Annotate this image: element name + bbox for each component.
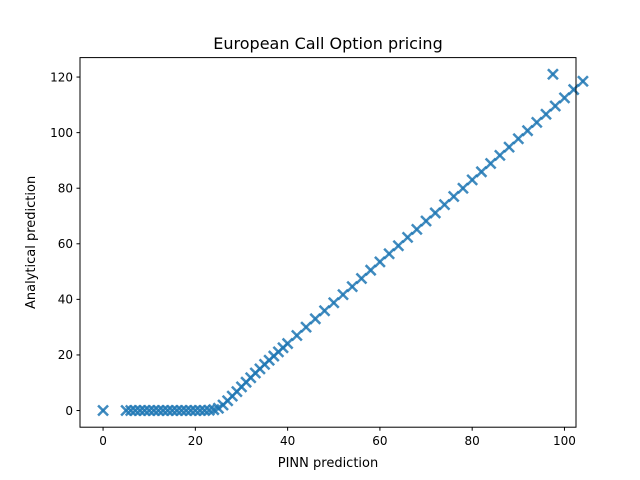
data-point [97, 404, 109, 417]
data-point [143, 404, 156, 417]
x-tick-label: 40 [280, 434, 295, 448]
data-point [337, 288, 349, 301]
data-point [493, 149, 506, 162]
data-point [189, 404, 202, 417]
data-point [124, 404, 137, 417]
data-point [184, 404, 197, 417]
data-point [392, 239, 405, 252]
data-point [530, 116, 543, 129]
data-point [194, 404, 206, 417]
y-tick-label: 60 [58, 237, 73, 251]
data-point [318, 304, 331, 317]
data-point [180, 404, 193, 417]
data-point [503, 141, 515, 153]
data-point [577, 75, 589, 88]
data-point [134, 404, 146, 417]
y-tick-label: 40 [58, 293, 73, 307]
y-tick-label: 20 [58, 348, 73, 362]
x-tick-label: 20 [188, 434, 203, 448]
data-point [161, 404, 174, 417]
y-tick-label: 0 [65, 404, 73, 418]
data-point [410, 223, 423, 236]
y-tick-label: 120 [50, 70, 73, 84]
data-point [547, 68, 559, 81]
data-point [346, 280, 359, 293]
data-point [138, 404, 151, 417]
points-layer [97, 68, 589, 417]
data-point [540, 108, 552, 121]
data-point [457, 182, 469, 195]
data-point [484, 157, 497, 170]
data-point [175, 404, 188, 417]
data-point [512, 132, 525, 145]
data-point [120, 404, 133, 417]
data-point [521, 124, 534, 137]
data-point [420, 215, 432, 227]
y-tick-label: 100 [50, 126, 73, 140]
plot-frame [79, 57, 577, 428]
data-point [355, 272, 368, 285]
y-axis-label: Analytical prediction [24, 176, 39, 309]
data-point [364, 264, 377, 277]
data-point [290, 329, 303, 342]
y-tick-label: 80 [58, 182, 73, 196]
data-point [383, 247, 396, 260]
data-point [567, 83, 580, 96]
chart-title: European Call Option pricing [213, 34, 442, 53]
data-point [281, 337, 294, 350]
data-point [466, 173, 479, 186]
data-point [558, 92, 571, 104]
data-point [429, 207, 442, 219]
data-point [327, 296, 340, 309]
data-point [475, 165, 488, 178]
data-point [129, 404, 142, 417]
x-tick-label: 80 [465, 434, 480, 448]
data-point [171, 404, 183, 417]
x-axis-ticks: 0 20 40 60 80 100 [99, 427, 576, 448]
data-point [309, 312, 322, 325]
data-point [198, 404, 211, 417]
x-axis-label: PINN prediction [278, 456, 378, 471]
data-point [166, 404, 179, 417]
x-tick-label: 60 [372, 434, 387, 448]
data-point [401, 231, 414, 244]
x-tick-label: 0 [99, 434, 107, 448]
data-point [152, 404, 165, 417]
data-point [157, 404, 169, 417]
data-point [549, 100, 562, 112]
x-tick-label: 100 [553, 434, 576, 448]
y-axis-ticks: 0 20 40 60 80 100 120 [50, 70, 80, 418]
data-point [438, 198, 451, 211]
data-point [374, 255, 386, 268]
data-point [447, 190, 460, 203]
data-point [147, 404, 160, 417]
data-point [300, 321, 312, 334]
